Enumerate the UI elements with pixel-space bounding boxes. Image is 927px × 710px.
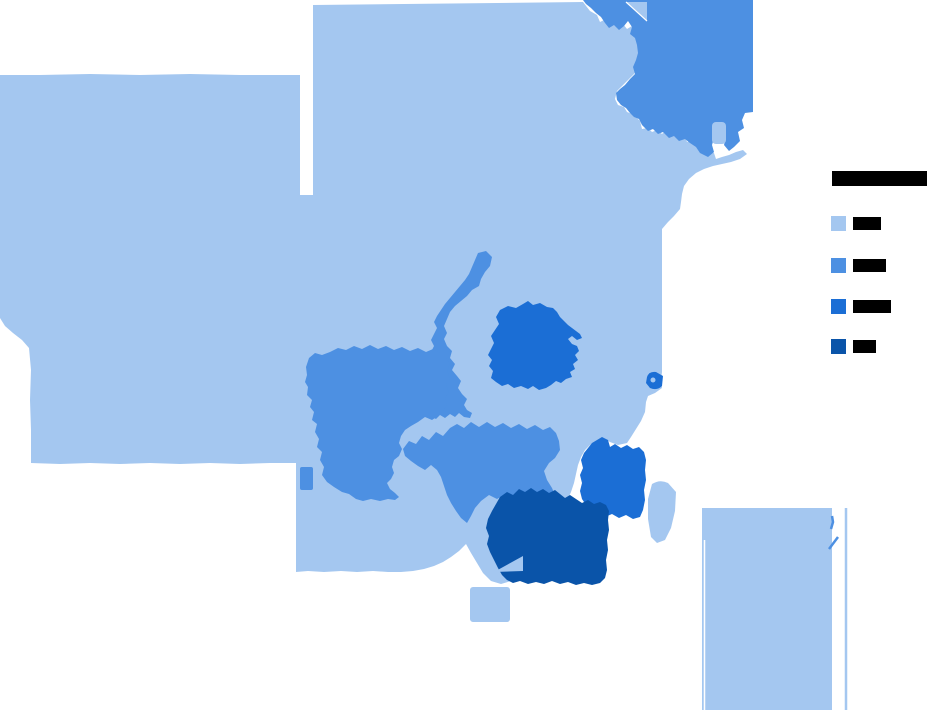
legend-title-redacted (832, 171, 927, 186)
region-central-west-blob[interactable] (305, 345, 450, 501)
legend-swatch-level-1[interactable] (831, 216, 846, 231)
sea-inset-island-mark-2 (828, 536, 839, 550)
region-northeast-light-notch (712, 122, 726, 144)
legend-swatch-level-2[interactable] (831, 258, 846, 273)
east-coast-dot-inner-notch (650, 377, 656, 383)
region-west-main-landmass[interactable] (0, 2, 747, 584)
wedge-hairline (625, 1, 648, 22)
legend-label-redacted-level-1 (853, 217, 881, 230)
region-east-island[interactable] (648, 481, 676, 543)
legend-label-redacted-level-4 (853, 340, 876, 353)
legend-label-redacted-level-2 (853, 259, 886, 272)
region-south-island[interactable] (470, 587, 510, 622)
region-southeast-coastal[interactable] (580, 437, 646, 519)
region-northeast[interactable] (583, 0, 753, 157)
region-central-east[interactable] (488, 301, 582, 390)
legend-label-redacted-level-3 (853, 300, 891, 313)
legend-swatch-level-3[interactable] (831, 299, 846, 314)
region-small-central-rect[interactable] (300, 467, 313, 490)
sea-inset-island-mark-1 (829, 515, 835, 530)
south-region-light-wedge (494, 556, 523, 572)
region-sea-inset-fill[interactable] (702, 508, 832, 710)
legend-swatch-level-4[interactable] (831, 339, 846, 354)
region-south-central[interactable] (403, 422, 560, 523)
